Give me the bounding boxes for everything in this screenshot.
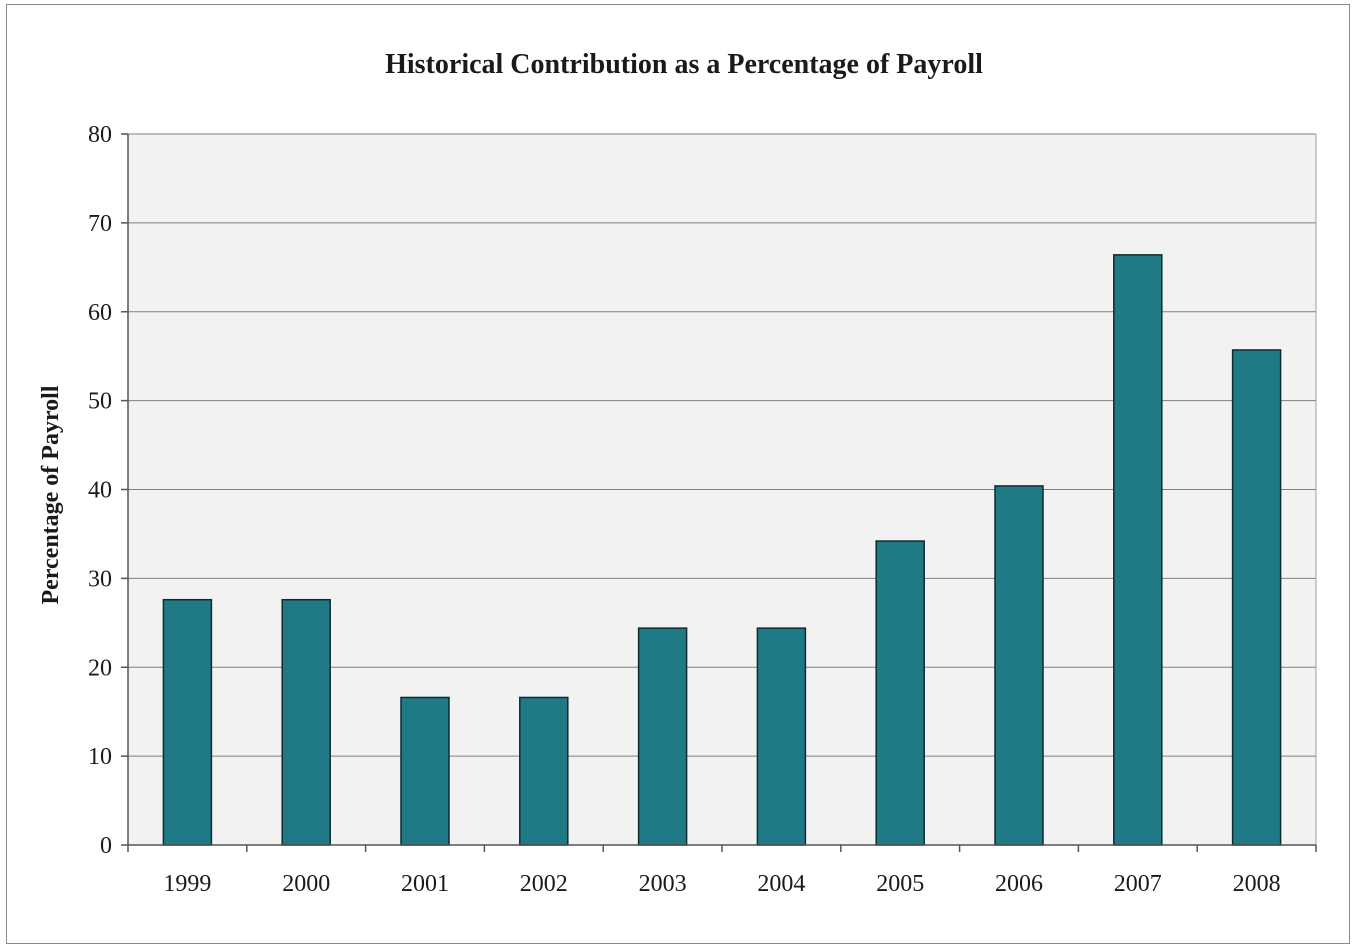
x-tick-label: 2004	[757, 871, 805, 897]
bar-2003	[637, 627, 688, 846]
bar-2002	[519, 696, 569, 846]
x-tick-label: 2000	[282, 871, 330, 897]
bar-2008	[1231, 349, 1282, 846]
bar-2007	[1113, 254, 1163, 846]
y-tick-labels: 0 10 20 30 40 50 60 70 80	[88, 122, 112, 859]
y-axis-label: Percentage of Payroll	[38, 385, 64, 604]
bars	[162, 254, 1282, 846]
bar-2005	[875, 540, 925, 846]
x-tick-label: 1999	[163, 871, 211, 897]
x-tick-label: 2002	[520, 871, 568, 897]
y-tick-label: 30	[88, 566, 112, 592]
y-tick-label: 10	[88, 744, 112, 770]
y-tick-label: 20	[88, 655, 112, 681]
y-tick-label: 40	[88, 478, 112, 504]
y-tick-label: 60	[88, 300, 112, 326]
bar-2001	[400, 696, 450, 846]
x-tick-labels: 1999 2000 2001 2002 2003 2004 2005 2006 2007 2008	[163, 871, 1280, 897]
bar-2004	[756, 627, 807, 846]
x-tick-label: 2005	[876, 871, 924, 897]
x-tick-label: 2001	[401, 871, 449, 897]
y-tick-label: 70	[88, 211, 112, 237]
axes	[121, 133, 1317, 852]
chart-title: Historical Contribution as a Percentage …	[385, 49, 983, 80]
x-tick-label: 2006	[995, 871, 1043, 897]
y-tick-label: 50	[88, 389, 112, 415]
bar-2006	[994, 485, 1044, 846]
bar-1999	[162, 598, 213, 846]
x-tick-label: 2003	[639, 871, 687, 897]
y-tick-label: 0	[100, 833, 112, 859]
bar-2000	[281, 598, 331, 846]
x-tick-label: 2008	[1233, 871, 1281, 897]
y-tick-label: 80	[88, 122, 112, 148]
x-tick-label: 2007	[1114, 871, 1162, 897]
